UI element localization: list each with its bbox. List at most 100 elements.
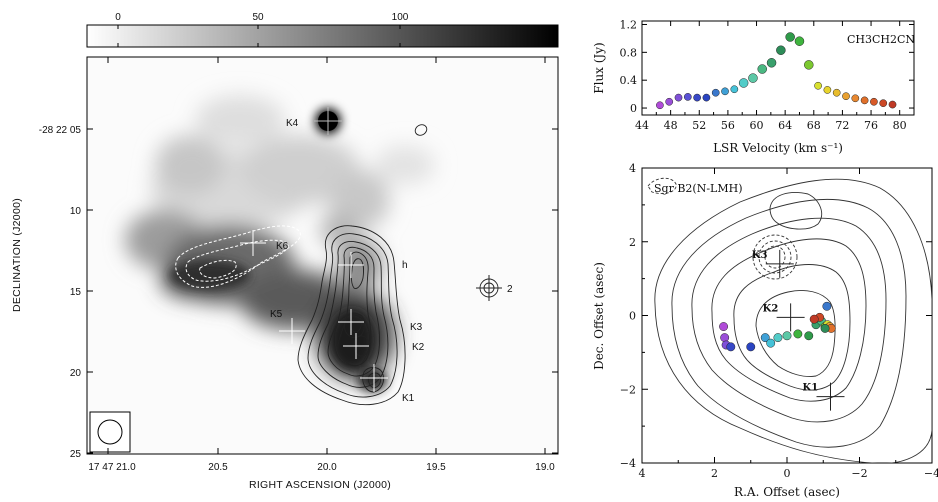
offset-contours — [654, 178, 932, 463]
offset-point — [825, 322, 835, 332]
spectrum-point — [888, 100, 897, 109]
spectrum-y-tick-label: 1.2 — [620, 18, 638, 31]
offset-y-tick-label: −4 — [620, 457, 636, 470]
spectrum-frame — [641, 20, 915, 116]
spectrum-point — [851, 94, 860, 103]
spectrum-x-tick-label: 68 — [807, 119, 821, 132]
spectrum-annotation: CH3CH2CN — [847, 33, 915, 46]
offset-y-tick-label: 0 — [629, 310, 636, 323]
beam-ellipse — [97, 419, 123, 445]
spectrum-point — [665, 97, 674, 106]
grayscale-emission — [125, 95, 435, 392]
offset-point — [766, 338, 776, 348]
spectrum-point — [656, 101, 664, 110]
spectrum-y-axis-title: Flux (Jy) — [592, 42, 606, 93]
spectrum-x-tick-label: 48 — [664, 119, 678, 132]
spectrum-point — [842, 92, 850, 101]
spectrum-point — [823, 86, 832, 94]
source-label: K3 — [410, 322, 423, 333]
spectrum-point — [785, 32, 795, 42]
offset-y-tick-label: 4 — [629, 162, 636, 175]
offset-point — [720, 333, 730, 343]
black-contours — [297, 124, 499, 406]
offset-point — [811, 320, 821, 330]
dec-tick-label: 20 — [70, 368, 82, 379]
spectrum-ticks: 44 48 52 56 60 64 68 72 76 80 0 0.4 0.8 1.2 — [620, 18, 914, 132]
source-label: K1 — [402, 393, 415, 404]
offset-point — [822, 301, 832, 311]
source-label: K5 — [270, 309, 283, 320]
dec-tick-label: 10 — [70, 206, 82, 217]
radio-map-panel: 0 50 100 — [11, 12, 559, 491]
offset-x-tick-label: −2 — [851, 467, 867, 480]
offset-marker-label: K2 — [763, 303, 779, 314]
offset-point — [823, 320, 833, 330]
spectrum-point — [748, 73, 758, 83]
spectrum-point — [766, 58, 777, 68]
spectrum-point — [711, 88, 720, 97]
spectrum-point — [757, 64, 768, 74]
source-label: K6 — [276, 241, 289, 252]
ra-tick-label: 17 47 21.0 — [88, 462, 136, 473]
spectrum-y-tick-label: 0.8 — [620, 46, 638, 59]
offset-point — [793, 329, 803, 339]
spectrum-point — [804, 60, 814, 70]
spectrum-point — [730, 85, 739, 94]
spectrum-x-tick-label: 80 — [893, 119, 907, 132]
offset-dashed-contours — [647, 177, 798, 280]
offset-x-tick-label: 2 — [711, 467, 718, 480]
dec-axis-title: DECLINATION (J2000) — [11, 198, 23, 312]
white-dashed-contours — [175, 225, 301, 288]
spectrum-x-tick-label: 72 — [835, 119, 849, 132]
ra-tick-label: 19.0 — [535, 462, 555, 473]
offset-y-tick-label: 2 — [629, 236, 636, 249]
offset-markers: K3 K2 K1 — [752, 249, 845, 411]
ra-tick-label: 20.5 — [208, 462, 228, 473]
offset-point — [820, 323, 830, 333]
offset-point — [726, 342, 736, 352]
offset-point — [782, 331, 792, 341]
spectrum-point — [794, 36, 805, 46]
colorbar-tick-label: 0 — [115, 12, 121, 23]
offset-marker-cross — [816, 382, 845, 411]
offset-marker-label: K3 — [752, 250, 768, 261]
source-label: 2 — [507, 284, 513, 295]
spectrum-x-tick-label: 52 — [692, 119, 706, 132]
offset-x-axis-title: R.A. Offset (asec) — [734, 485, 840, 499]
offset-marker-cross — [765, 249, 794, 278]
source-crosses — [240, 107, 502, 392]
offset-points — [719, 301, 836, 352]
spectrum-points — [656, 32, 897, 110]
ra-tick-label: 19.5 — [426, 462, 446, 473]
spectrum-x-tick-label: 64 — [778, 119, 792, 132]
colorbar-ticks — [117, 25, 401, 47]
dec-tick-label: 15 — [70, 287, 82, 298]
spectrum-point — [721, 87, 729, 96]
dec-tick-label: 25 — [70, 449, 82, 460]
spectrum-x-tick-label: 44 — [635, 119, 649, 132]
colorbar-tick-label: 50 — [252, 12, 264, 23]
spectrum-point — [738, 78, 749, 88]
offset-y-axis-title: Dec. Offset (asec) — [592, 262, 606, 370]
source-label: h — [402, 260, 408, 271]
offset-point — [719, 322, 729, 332]
spectrum-x-tick-label: 56 — [721, 119, 735, 132]
dec-tick-label: -28 22 05 — [39, 125, 82, 136]
spectrum-x-tick-label: 60 — [750, 119, 764, 132]
spectrum-y-tick-label: 0.4 — [620, 74, 638, 87]
map-axis-ticks — [87, 57, 558, 454]
spectrum-x-tick-label: 76 — [864, 119, 878, 132]
beam-box — [89, 411, 131, 453]
offset-point — [721, 340, 731, 350]
colorbar — [86, 24, 559, 48]
offset-marker-label: K1 — [803, 383, 819, 394]
spectrum-point — [814, 81, 822, 90]
offset-y-tick-label: −2 — [620, 383, 636, 396]
spectrum-point — [693, 93, 701, 102]
spectrum-y-tick-label: 0 — [630, 102, 637, 115]
spectrum-point — [776, 45, 786, 55]
offset-annotation: Sgr B2(N-LMH) — [654, 182, 743, 195]
offset-x-tick-label: −4 — [924, 467, 938, 480]
colorbar-tick-label: 100 — [392, 12, 409, 23]
